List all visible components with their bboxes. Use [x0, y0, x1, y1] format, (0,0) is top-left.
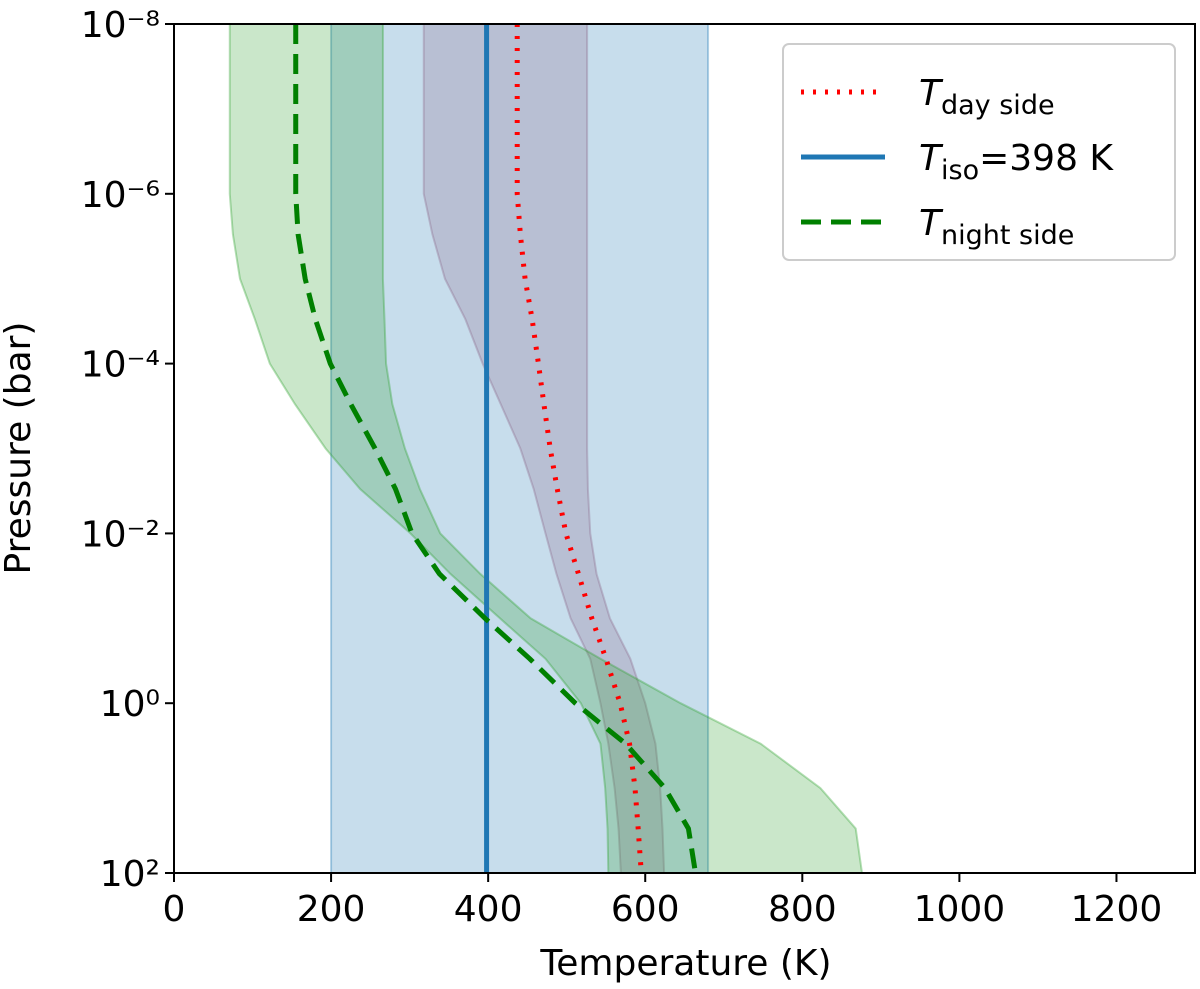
legend-label: Tnight side	[919, 203, 1074, 251]
legend-name: T	[919, 203, 944, 244]
x-tick-label: 800	[768, 889, 837, 930]
legend-name: T	[919, 138, 944, 179]
y-tick-label: 10⁻⁴	[81, 345, 160, 386]
legend-box	[782, 43, 1176, 261]
y-tick-label: 10⁻²	[81, 514, 160, 555]
x-tick-label: 600	[611, 889, 680, 930]
x-axis-label: Temperature (K)	[539, 943, 831, 984]
legend-subscript: iso	[941, 155, 979, 186]
line	[293, 24, 698, 874]
y-tick-label: 10⁻⁸	[81, 5, 160, 46]
y-axis-label: Pressure (bar)	[0, 322, 39, 575]
x-tick-label: 400	[454, 889, 523, 930]
line	[514, 24, 644, 874]
plot-area	[228, 23, 864, 874]
y-tick-label: 10⁰	[100, 684, 160, 725]
legend-suffix: =398 K	[979, 138, 1114, 179]
y-tick-label: 10⁻⁶	[81, 175, 160, 216]
x-tick-label: 1200	[1071, 889, 1163, 930]
legend-label: Tiso=398 K	[919, 138, 1114, 186]
legend-name: T	[919, 73, 944, 114]
x-tick-label: 200	[297, 889, 366, 930]
legend-subscript: night side	[941, 220, 1074, 251]
x-tick-label: 1000	[914, 889, 1006, 930]
legend-subscript: day side	[941, 90, 1055, 121]
legend-label: Tday side	[919, 73, 1055, 121]
axes-frame	[173, 23, 1196, 874]
x-tick-label: 0	[163, 889, 186, 930]
y-tick-label: 10²	[100, 854, 160, 895]
